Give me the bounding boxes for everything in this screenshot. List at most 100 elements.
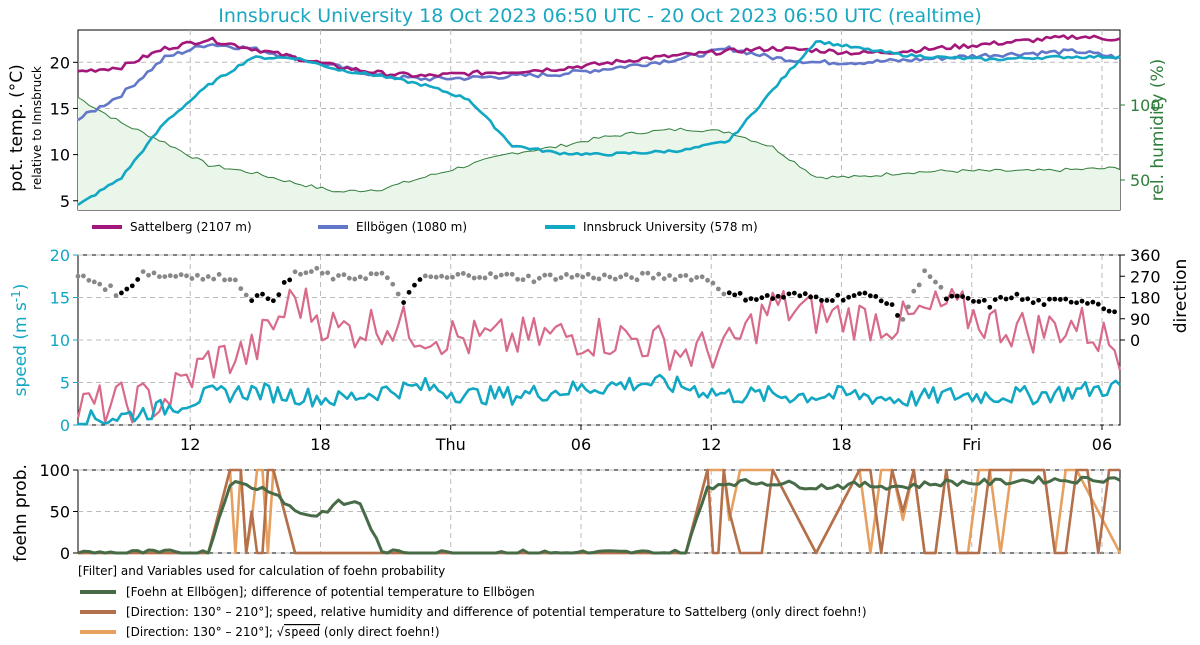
direction-dot	[526, 273, 531, 279]
direction-dot	[726, 290, 732, 296]
direction-dot	[553, 277, 558, 282]
direction-dot	[471, 275, 477, 281]
direction-dot	[330, 276, 336, 282]
direction-dot	[889, 302, 895, 307]
direction-dot	[862, 290, 868, 296]
direction-dot	[829, 298, 835, 303]
direction-dot	[857, 291, 862, 297]
temp-ytick-label: 5	[60, 192, 70, 211]
direction-dot	[167, 273, 173, 279]
direction-dot	[574, 272, 580, 278]
direction-dot	[124, 286, 130, 292]
direction-dot	[249, 298, 255, 304]
direction-dot	[1112, 309, 1117, 315]
direction-dot	[710, 280, 716, 286]
direction-dot	[498, 272, 504, 278]
direction-dot	[493, 274, 499, 280]
direction-dot	[1074, 300, 1079, 306]
direction-dot	[558, 275, 564, 281]
direction-dot	[216, 272, 222, 277]
direction-dot	[1019, 297, 1025, 303]
direction-dot	[688, 277, 694, 283]
direction-dot	[808, 294, 814, 300]
direction-dot	[303, 270, 309, 276]
humidity-ytick-label: 100	[1130, 96, 1161, 115]
direction-dot	[965, 295, 971, 301]
speed-ytick-label: 0	[60, 416, 70, 435]
direction-dot	[140, 269, 146, 275]
direction-dot	[433, 274, 439, 280]
figure-title: Innsbruck University 18 Oct 2023 06:50 U…	[218, 5, 982, 27]
direction-dot	[238, 286, 244, 292]
direction-dot	[384, 275, 390, 281]
foehn-ellb-line	[77, 475, 1121, 555]
direction-dot	[406, 289, 412, 295]
foehn-legend-title: [Filter] and Variables used for calculat…	[78, 564, 445, 578]
x-tick-label: Fri	[962, 435, 981, 454]
direction-dot	[1106, 308, 1112, 314]
direction-dot	[851, 293, 857, 298]
direction-dot	[846, 294, 852, 300]
legend-label-innsbruck: Innsbruck University (578 m)	[583, 220, 758, 234]
direction-dot	[1025, 296, 1031, 302]
direction-dot	[129, 283, 135, 289]
direction-dot	[227, 277, 233, 282]
direction-dot	[602, 272, 607, 278]
direction-dot	[797, 293, 803, 299]
direction-dot	[102, 287, 108, 293]
direction-ytick-label: 360	[1130, 246, 1161, 265]
direction-dot	[634, 277, 640, 283]
direction-dot	[596, 276, 602, 282]
direction-dot	[319, 270, 325, 276]
direction-dot	[189, 276, 195, 281]
direction-dot	[585, 271, 591, 277]
direction-dot	[254, 293, 260, 298]
direction-dot	[439, 273, 445, 279]
wind-panel: 0 5 10 15 20 0 90 180 270 360 12 18 Thu 06 12 18 Fri 06	[50, 246, 1161, 454]
direction-dot	[764, 293, 770, 298]
direction-dot	[336, 273, 341, 278]
direction-dot	[520, 277, 526, 283]
direction-dot	[705, 277, 710, 283]
direction-dot	[905, 304, 911, 310]
direction-dot	[363, 276, 369, 282]
direction-dot	[802, 291, 808, 297]
direction-dot	[656, 271, 662, 277]
x-tick-label: 06	[571, 435, 591, 454]
direction-ytick-label: 90	[1130, 310, 1150, 329]
gust-line	[76, 287, 1122, 424]
direction-dot	[867, 293, 873, 299]
direction-dot	[770, 296, 776, 301]
direction-dot	[536, 275, 542, 281]
x-tick-label: 12	[701, 435, 721, 454]
direction-dot	[211, 276, 217, 282]
direction-dot	[900, 317, 906, 322]
direction-dot	[146, 272, 151, 278]
direction-dot	[640, 270, 645, 276]
direction-dot	[683, 273, 689, 278]
direction-dot	[775, 293, 781, 299]
direction-dot	[422, 273, 428, 279]
temp-ytick-label: 15	[50, 99, 70, 118]
direction-dot	[873, 294, 879, 299]
direction-dot	[916, 282, 922, 288]
speed-ytick-label: 5	[60, 374, 70, 393]
direction-dot	[547, 272, 553, 278]
direction-dot	[645, 270, 651, 276]
direction-dot	[368, 271, 374, 277]
direction-dot	[232, 277, 238, 283]
direction-dot	[412, 282, 417, 288]
humidity-line	[77, 97, 1121, 193]
direction-dot	[428, 274, 434, 280]
temp-ylabel: pot. temp. (°C)	[7, 64, 27, 192]
foehn-ytick-label: 100	[39, 461, 70, 480]
direction-dot	[895, 313, 900, 318]
direction-dot	[401, 300, 407, 305]
direction-dot	[357, 274, 363, 280]
direction-dot	[672, 277, 678, 282]
direction-dot	[781, 294, 786, 300]
direction-dot	[998, 294, 1004, 300]
direction-dot	[276, 292, 282, 298]
direction-dot	[341, 272, 347, 278]
speed-ytick-label: 10	[50, 331, 70, 350]
